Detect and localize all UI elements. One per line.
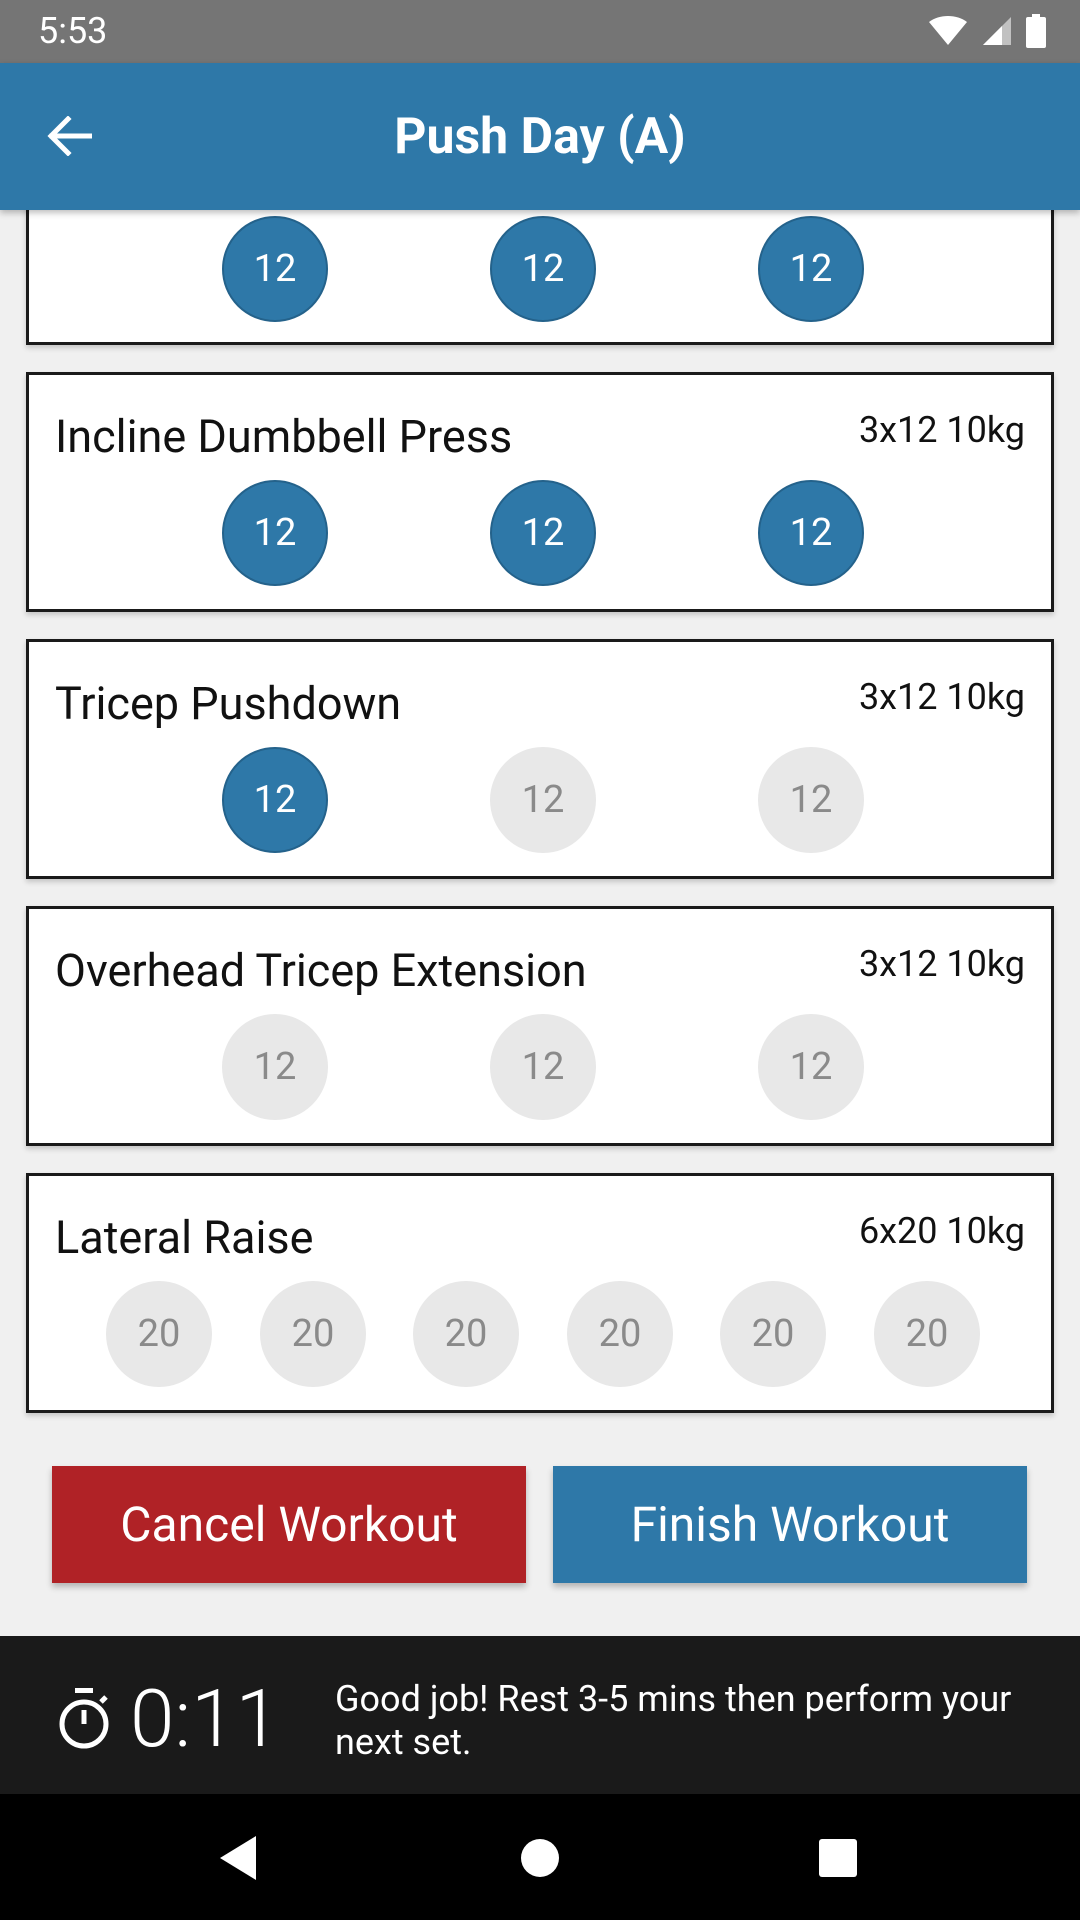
set-circle[interactable]: 12: [490, 747, 596, 853]
exercise-card: Tricep Pushdown 3x12 10kg 12 12 12: [26, 639, 1054, 879]
exercise-card: Lateral Raise 6x20 10kg 20 20 20 20 20 2…: [26, 1173, 1054, 1413]
set-circle[interactable]: 20: [413, 1281, 519, 1387]
status-icons: [928, 14, 1046, 48]
rest-message: Good job! Rest 3-5 mins then perform you…: [335, 1678, 1012, 1763]
set-circle[interactable]: 20: [720, 1281, 826, 1387]
set-circle[interactable]: 12: [222, 747, 328, 853]
exercise-card: 12 12 12: [26, 210, 1054, 345]
exercise-scheme: 3x12 10kg: [858, 943, 1025, 985]
stopwatch-icon: [59, 1688, 109, 1749]
set-circle[interactable]: 12: [758, 216, 864, 322]
triangle-back-icon: [220, 1836, 256, 1880]
wifi-icon: [929, 16, 967, 45]
exercise-card: Overhead Tricep Extension 3x12 10kg 12 1…: [26, 906, 1054, 1146]
status-bar: 5:53: [0, 0, 1080, 63]
set-circle[interactable]: 12: [222, 480, 328, 586]
cancel-workout-button[interactable]: Cancel Workout: [52, 1466, 526, 1583]
set-circle[interactable]: 20: [567, 1281, 673, 1387]
rest-timer-value: 0:11: [130, 1672, 280, 1766]
set-circle[interactable]: 20: [106, 1281, 212, 1387]
exercise-name: Tricep Pushdown: [55, 677, 402, 730]
finish-workout-button[interactable]: Finish Workout: [553, 1466, 1027, 1583]
set-circle[interactable]: 12: [490, 480, 596, 586]
nav-home-button[interactable]: [510, 1828, 570, 1888]
app-bar: Push Day (A): [0, 63, 1080, 210]
set-circle[interactable]: 12: [758, 747, 864, 853]
set-circle[interactable]: 20: [874, 1281, 980, 1387]
set-circle[interactable]: 12: [758, 1014, 864, 1120]
arrow-left-icon: [47, 116, 92, 156]
nav-recents-button[interactable]: [808, 1828, 868, 1888]
exercise-card: Incline Dumbbell Press 3x12 10kg 12 12 1…: [26, 372, 1054, 612]
page-title: Push Day (A): [394, 108, 686, 166]
exercise-scheme: 3x12 10kg: [858, 409, 1025, 451]
nav-back-button[interactable]: [208, 1828, 268, 1888]
exercise-scheme: 3x12 10kg: [858, 676, 1025, 718]
exercise-name: Incline Dumbbell Press: [55, 410, 513, 463]
set-circle[interactable]: 12: [490, 1014, 596, 1120]
set-circle[interactable]: 12: [490, 216, 596, 322]
exercise-name: Overhead Tricep Extension: [55, 944, 587, 997]
exercise-list[interactable]: 12 12 12 Incline Dumbbell Press 3x12 10k…: [0, 210, 1080, 1636]
exercise-scheme: 6x20 10kg: [858, 1210, 1025, 1252]
set-circle[interactable]: 12: [758, 480, 864, 586]
signal-icon: [983, 17, 1011, 45]
exercise-name: Lateral Raise: [55, 1211, 314, 1264]
square-recents-icon: [819, 1839, 857, 1877]
circle-home-icon: [521, 1839, 559, 1877]
system-nav-bar: [0, 1794, 1080, 1920]
set-circle[interactable]: 12: [222, 216, 328, 322]
set-circle[interactable]: 20: [260, 1281, 366, 1387]
rest-timer-bar: 0:11 Good job! Rest 3-5 mins then perfor…: [0, 1636, 1080, 1794]
set-circle[interactable]: 12: [222, 1014, 328, 1120]
battery-icon: [1026, 14, 1046, 48]
back-button[interactable]: [36, 103, 102, 169]
status-time: 5:53: [38, 10, 108, 52]
